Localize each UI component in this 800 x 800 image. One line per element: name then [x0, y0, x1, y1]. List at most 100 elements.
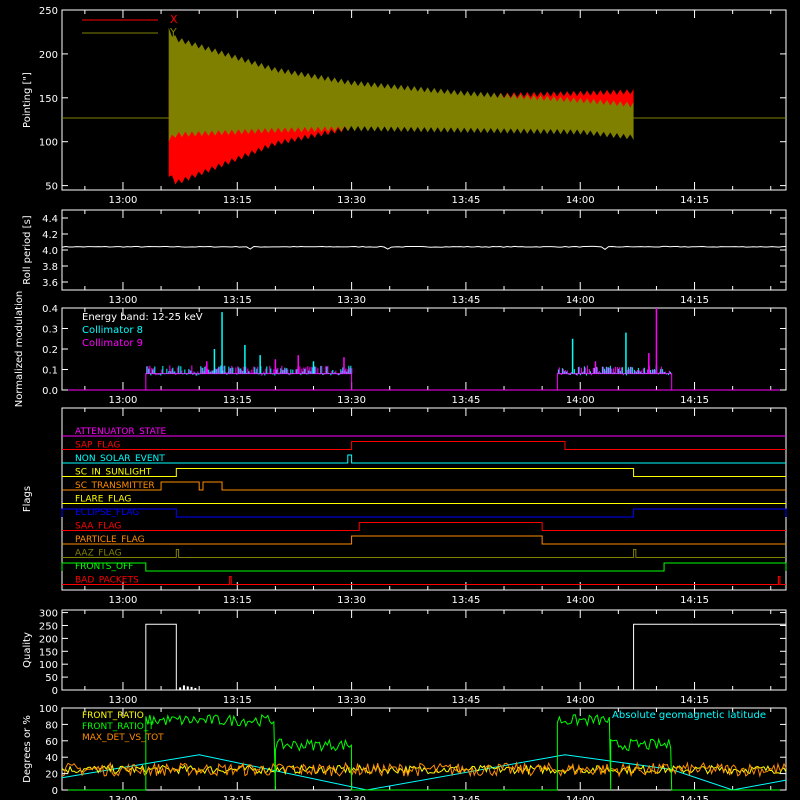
y-tick-label: 0.2	[42, 345, 58, 356]
y-axis-label: Degrees or %	[22, 715, 33, 783]
energy-band-label: Energy band: 12-25 keV	[82, 312, 203, 323]
panel-0: 13:00 13:15 13:30 13:45 14:00 14:15 50 100 150 20…	[22, 6, 787, 206]
legend-geomagnetic-latitude: Absolute geomagnetic latitude	[612, 710, 766, 721]
flag-label: ATTENUATOR_STATE	[75, 427, 167, 437]
pointing-y-series	[168, 27, 634, 142]
flag-line-particle-flag	[62, 535, 786, 545]
time-tick-label: 13:15	[223, 795, 252, 800]
time-tick-label: 14:00	[566, 595, 595, 606]
y-tick-label: 0	[52, 786, 58, 797]
y-tick-label: 4.2	[42, 230, 58, 241]
time-tick-label: 14:15	[680, 195, 709, 206]
flag-label: SAA_FLAG	[75, 522, 121, 532]
y-axis-label: Pointing ["]	[22, 72, 33, 128]
y-tick-label: 0.3	[42, 325, 58, 336]
time-tick-label: 13:00	[109, 195, 138, 206]
y-tick-label: 250	[39, 6, 58, 17]
time-tick-label: 13:45	[452, 595, 481, 606]
time-tick-label: 14:15	[680, 795, 709, 800]
time-tick-label: 13:15	[223, 295, 252, 306]
time-tick-label: 14:15	[680, 395, 709, 406]
panel-2: 13:00 13:15 13:30 13:45 14:00 14:15 0.0 0.1 0.2 0…	[14, 291, 787, 407]
panel-5: 13:00 13:15 13:30 13:45 14:00 14:15 0 20 40 60 80 1…	[22, 704, 787, 800]
y-tick-label: 0	[52, 686, 58, 697]
y-tick-label: 40	[45, 753, 58, 764]
flag-label: AAZ_FLAG	[75, 549, 122, 559]
time-tick-label: 14:00	[566, 695, 595, 706]
time-tick-label: 13:00	[109, 595, 138, 606]
time-tick-label: 13:45	[452, 395, 481, 406]
quality-series	[62, 623, 786, 691]
time-tick-label: 13:15	[223, 695, 252, 706]
flag-line-sc-in-sunlight	[62, 468, 786, 477]
time-tick-label: 14:00	[566, 195, 595, 206]
front-ratio-series	[61, 763, 787, 776]
y-tick-label: 4.0	[42, 246, 58, 257]
flag-line-saa-flag	[62, 522, 786, 531]
y-tick-label: 0.0	[42, 386, 58, 397]
time-tick-label: 13:15	[223, 595, 252, 606]
legend-label: FRONT_RATIO	[82, 711, 144, 721]
flag-line-sap-flag	[62, 441, 786, 450]
time-tick-label: 13:15	[223, 195, 252, 206]
time-tick-label: 13:30	[337, 395, 366, 406]
legend-collimator-9: Collimator 9	[82, 338, 143, 349]
y-tick-label: 0.1	[42, 366, 58, 377]
y-tick-label: 50	[45, 182, 58, 193]
front-ratio-t-series	[62, 713, 786, 791]
y-tick-label: 3.6	[42, 278, 58, 289]
y-tick-label: 200	[39, 50, 58, 61]
legend-label: FRONT_RATIO_T	[82, 722, 154, 732]
y-tick-label: 60	[45, 737, 58, 748]
time-tick-label: 13:30	[337, 295, 366, 306]
panel-frame	[61, 9, 787, 191]
panel-4: 13:00 13:15 13:30 13:45 14:00 14:15 0 50 100 150 2…	[22, 609, 787, 706]
flag-label: ECLIPSE_FLAG	[75, 508, 139, 518]
time-tick-label: 13:30	[337, 595, 366, 606]
time-tick-label: 14:00	[566, 295, 595, 306]
y-tick-label: 50	[45, 673, 58, 684]
y-tick-label: 150	[39, 647, 58, 658]
flag-line-fronts-off	[61, 562, 787, 572]
y-tick-label: 3.8	[42, 262, 58, 273]
time-tick-label: 13:45	[452, 695, 481, 706]
time-tick-label: 13:30	[337, 195, 366, 206]
time-tick-label: 13:45	[452, 195, 481, 206]
y-tick-label: 200	[39, 634, 58, 645]
y-tick-label: 4.4	[42, 214, 58, 225]
panel-1: 13:00 13:15 13:30 13:45 14:00 14:15 3.6 3.8 4.0 4…	[22, 209, 787, 306]
time-tick-label: 13:00	[109, 795, 138, 800]
flag-label: SC_IN_SUNLIGHT	[75, 468, 152, 478]
flag-line-bad-packets	[62, 576, 786, 585]
legend-collimator-8: Collimator 8	[82, 325, 143, 336]
flag-label: BAD_PACKETS	[75, 576, 139, 586]
y-tick-label: 0.4	[42, 304, 58, 315]
flag-label: SC_TRANSMITTER	[75, 481, 155, 491]
panel-frame	[61, 407, 787, 591]
panels: 13:00 13:15 13:30 13:45 14:00 14:15 50 100 150 20…	[14, 6, 787, 800]
time-tick-label: 13:00	[109, 695, 138, 706]
time-tick-label: 13:00	[109, 395, 138, 406]
flag-label: PARTICLE_FLAG	[75, 535, 145, 545]
legend-y-label: Y	[169, 26, 177, 39]
flag-label: SAP_FLAG	[75, 441, 120, 451]
y-tick-label: 250	[39, 621, 58, 632]
y-tick-label: 100	[39, 704, 58, 715]
time-tick-label: 14:00	[566, 795, 595, 800]
time-tick-label: 14:15	[680, 695, 709, 706]
max-det-vs-tot-series	[61, 761, 787, 778]
flag-line-non-solar-event	[62, 454, 786, 464]
legend-label: MAX_DET_VS_TOT	[82, 733, 164, 743]
flag-label: NON_SOLAR_EVENT	[75, 454, 165, 464]
y-tick-label: 150	[39, 94, 58, 105]
time-tick-label: 13:15	[223, 395, 252, 406]
flag-line-eclipse-flag	[61, 508, 787, 518]
flag-line-sc-transmitter	[62, 481, 786, 491]
flag-line-aaz-flag	[62, 549, 786, 558]
roll-period-series	[61, 245, 787, 251]
time-tick-label: 13:45	[452, 295, 481, 306]
flag-label: FLARE_FLAG	[75, 495, 131, 505]
time-tick-label: 14:15	[680, 595, 709, 606]
time-tick-label: 13:00	[109, 295, 138, 306]
